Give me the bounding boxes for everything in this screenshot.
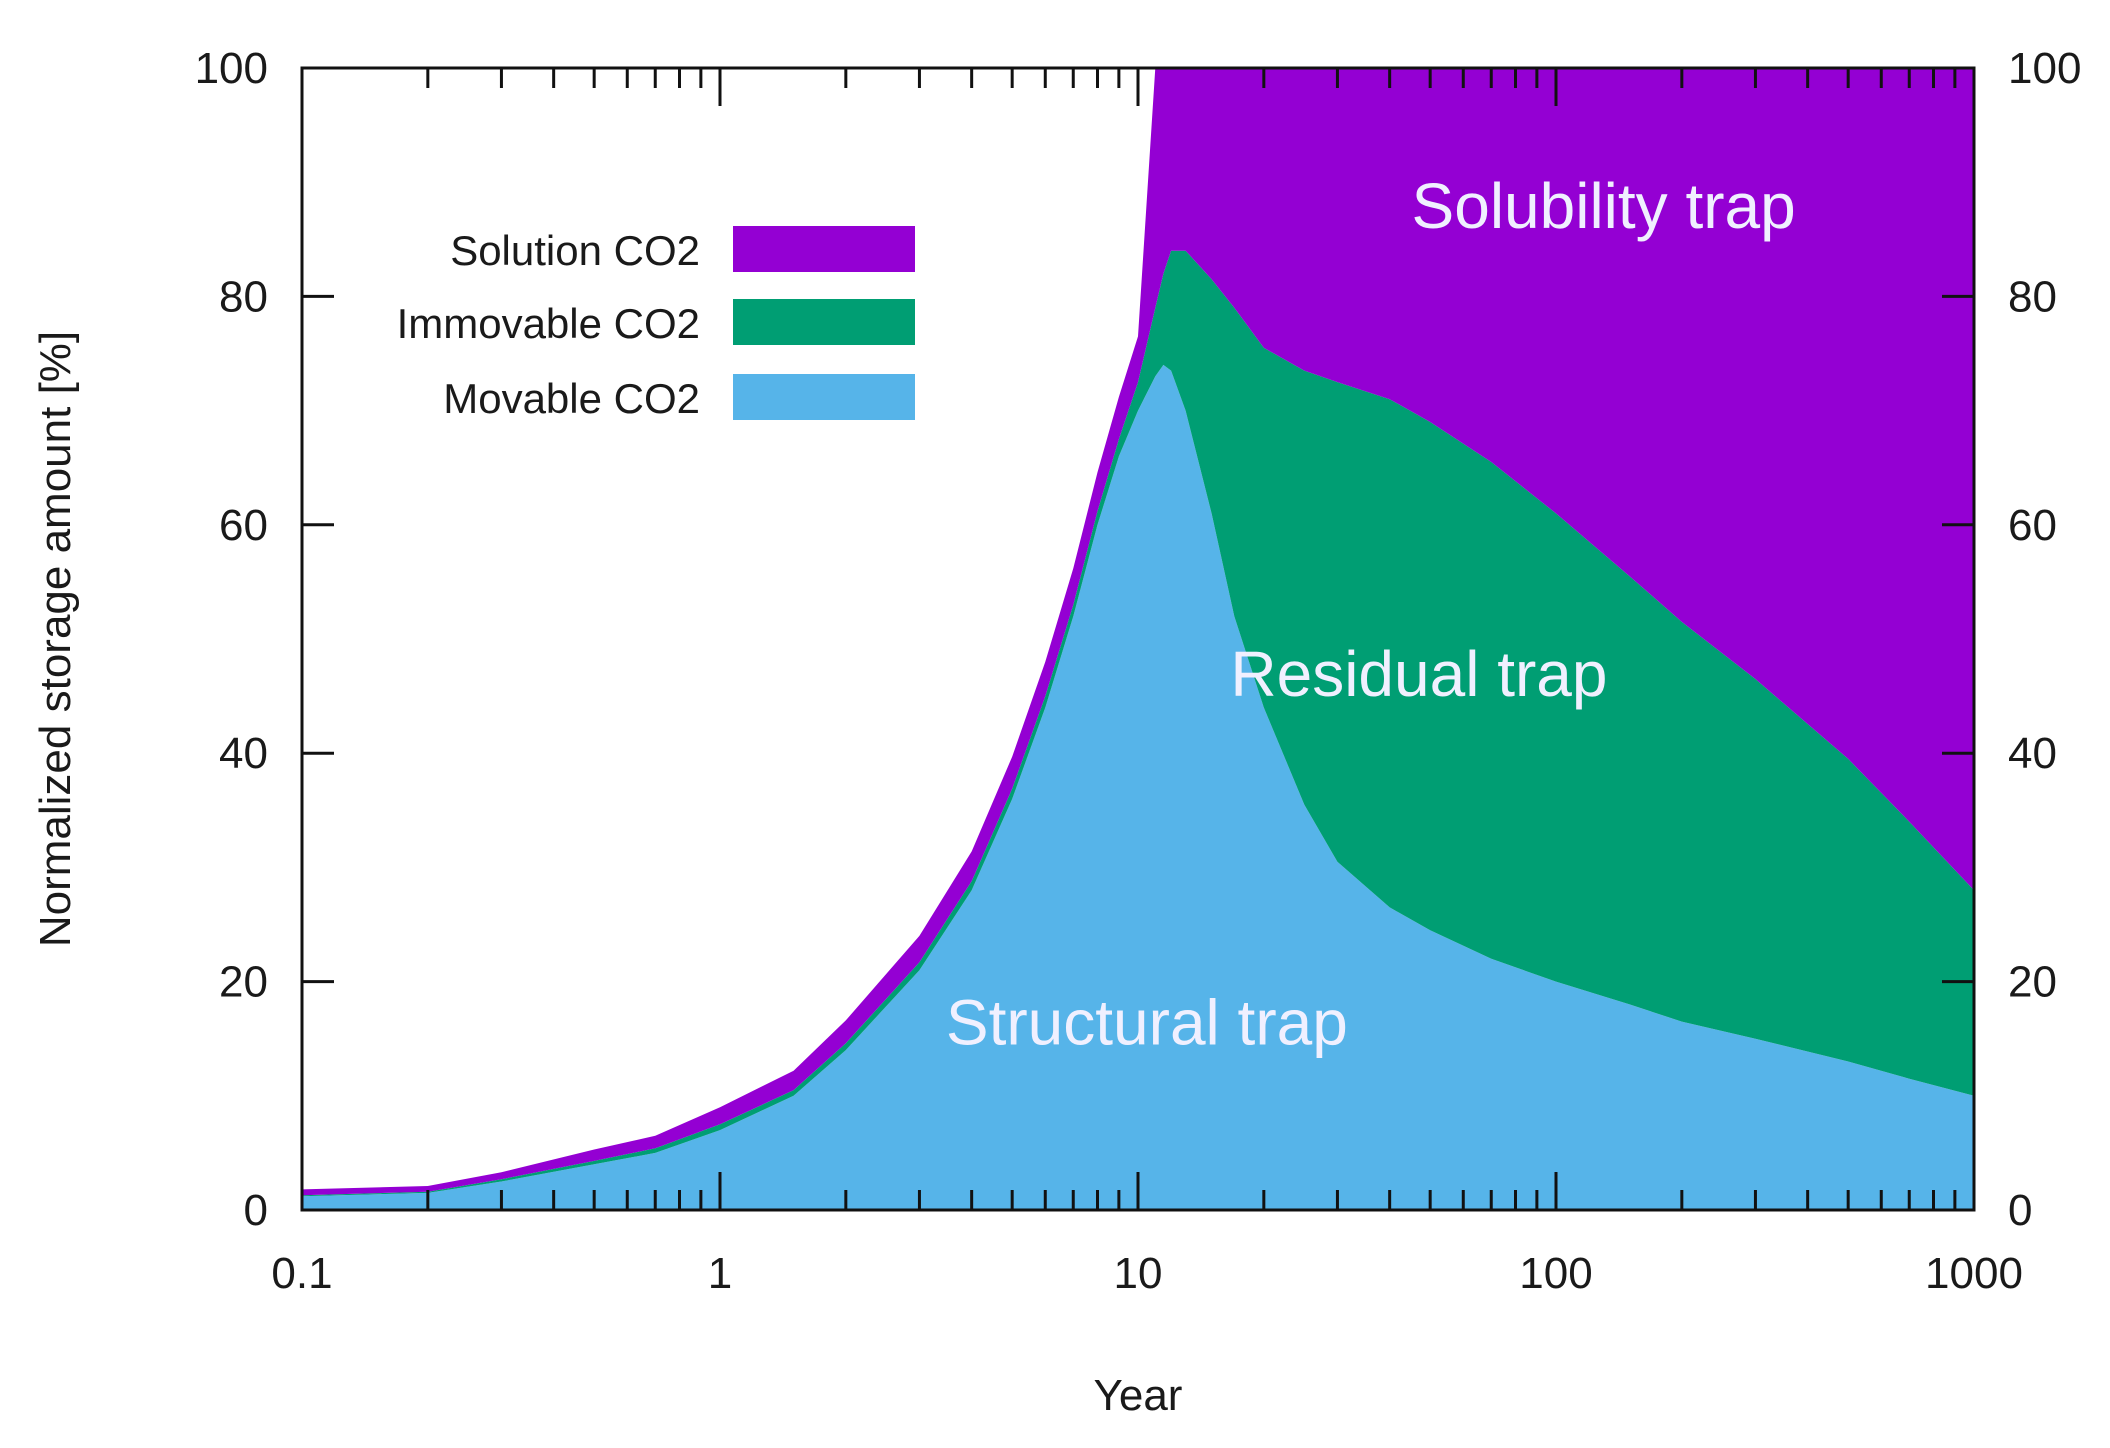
region-label-residual-trap: Residual trap <box>1230 638 1607 710</box>
y-tick-label-left: 0 <box>244 1186 268 1235</box>
y-tick-label-right: 80 <box>2008 272 2057 321</box>
y-tick-label-left: 100 <box>195 44 268 93</box>
x-tick-label: 1000 <box>1925 1249 2023 1298</box>
region-label-solubility-trap: Solubility trap <box>1412 170 1796 242</box>
axis-tick-labels: 0 0 20 20 40 40 60 60 80 80 100 100 0.1 1 10 100 1000 <box>195 44 2082 1298</box>
axis-ticks <box>300 66 1976 1212</box>
legend-swatch <box>733 299 915 345</box>
region-labels: Structural trap Residual trap Solubility t… <box>946 170 1796 1059</box>
y-tick-label-right: 20 <box>2008 958 2057 1007</box>
y-tick-label-left: 60 <box>219 501 268 550</box>
area-immovable-co2 <box>302 250 1974 1197</box>
region-label-structural-trap: Structural trap <box>946 986 1348 1058</box>
legend-label: Movable CO2 <box>443 375 700 422</box>
y-tick-label-left: 40 <box>219 729 268 778</box>
legend-label: Immovable CO2 <box>397 300 700 347</box>
y-tick-label-right: 60 <box>2008 501 2057 550</box>
legend: Solution CO2 Immovable CO2 Movable CO2 <box>397 226 915 422</box>
y-tick-label-left: 20 <box>219 958 268 1007</box>
area-solution-co2 <box>302 68 1974 1196</box>
x-tick-label: 1 <box>708 1249 732 1298</box>
legend-swatch <box>733 374 915 420</box>
y-tick-label-left: 80 <box>219 272 268 321</box>
x-tick-label: 0.1 <box>271 1249 332 1298</box>
area-movable-co2 <box>302 364 1974 1210</box>
x-axis-title: Year <box>1094 1371 1183 1420</box>
legend-swatch <box>733 226 915 272</box>
y-axis-title: Normalized storage amount [%] <box>31 331 80 947</box>
x-tick-label: 100 <box>1519 1249 1592 1298</box>
legend-label: Solution CO2 <box>450 227 700 274</box>
y-tick-label-right: 100 <box>2008 44 2081 93</box>
y-tick-label-right: 40 <box>2008 729 2057 778</box>
stacked-areas <box>302 68 1974 1210</box>
y-tick-label-right: 0 <box>2008 1186 2032 1235</box>
x-tick-label: 10 <box>1114 1249 1163 1298</box>
